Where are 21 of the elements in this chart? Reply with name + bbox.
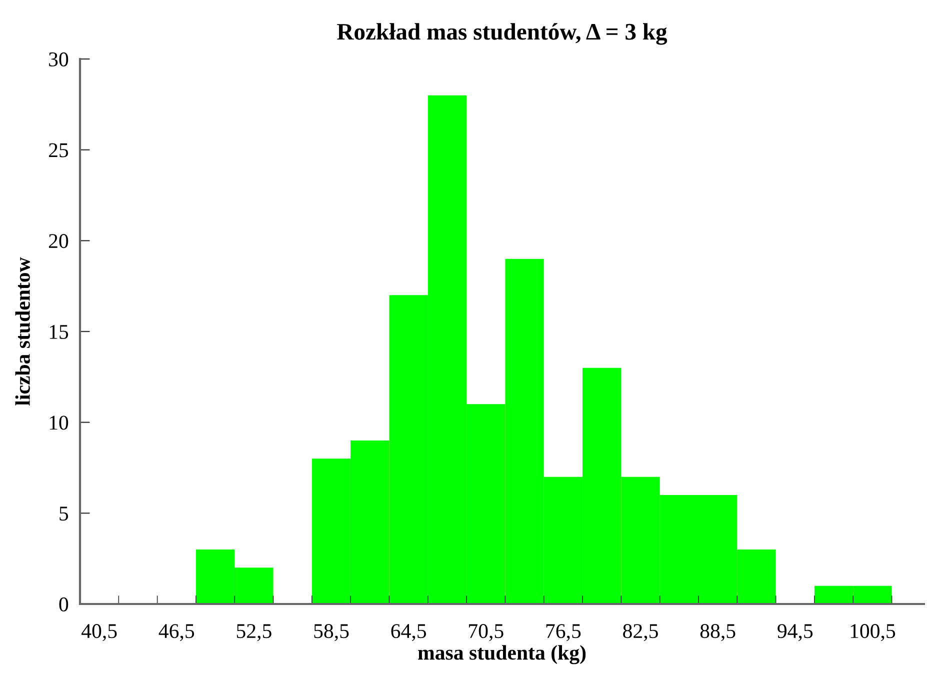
x-tick-label: 94,5 [778, 624, 813, 642]
y-axis-title: liczba studentow [15, 257, 30, 406]
x-tick-label: 58,5 [314, 624, 349, 642]
x-tick-label: 64,5 [391, 624, 426, 642]
x-tick-label: 70,5 [469, 624, 504, 642]
x-tick-label: 100,5 [850, 624, 896, 642]
y-tick-label: 15 [50, 324, 68, 339]
x-tick-label: 40,5 [82, 624, 117, 642]
y-tick-label: 10 [50, 416, 68, 430]
x-tick-label: 76,5 [546, 624, 581, 642]
x-tick-label: 52,5 [236, 624, 272, 642]
y-tick-label: 0 [59, 597, 68, 612]
y-tick-label: 5 [60, 506, 68, 521]
y-tick-label: 30 [49, 52, 68, 66]
x-tick-label: 46,5 [158, 624, 194, 642]
x-tick-label: 88,5 [700, 624, 736, 642]
chart-title: Rozkład mas studentów, Δ = 3 kg [337, 23, 668, 45]
x-tick-label: 82,5 [623, 624, 658, 642]
x-axis-title: masa studenta (kg) [418, 645, 586, 664]
y-tick-label: 20 [48, 234, 68, 248]
y-tick-label: 25 [48, 143, 68, 158]
